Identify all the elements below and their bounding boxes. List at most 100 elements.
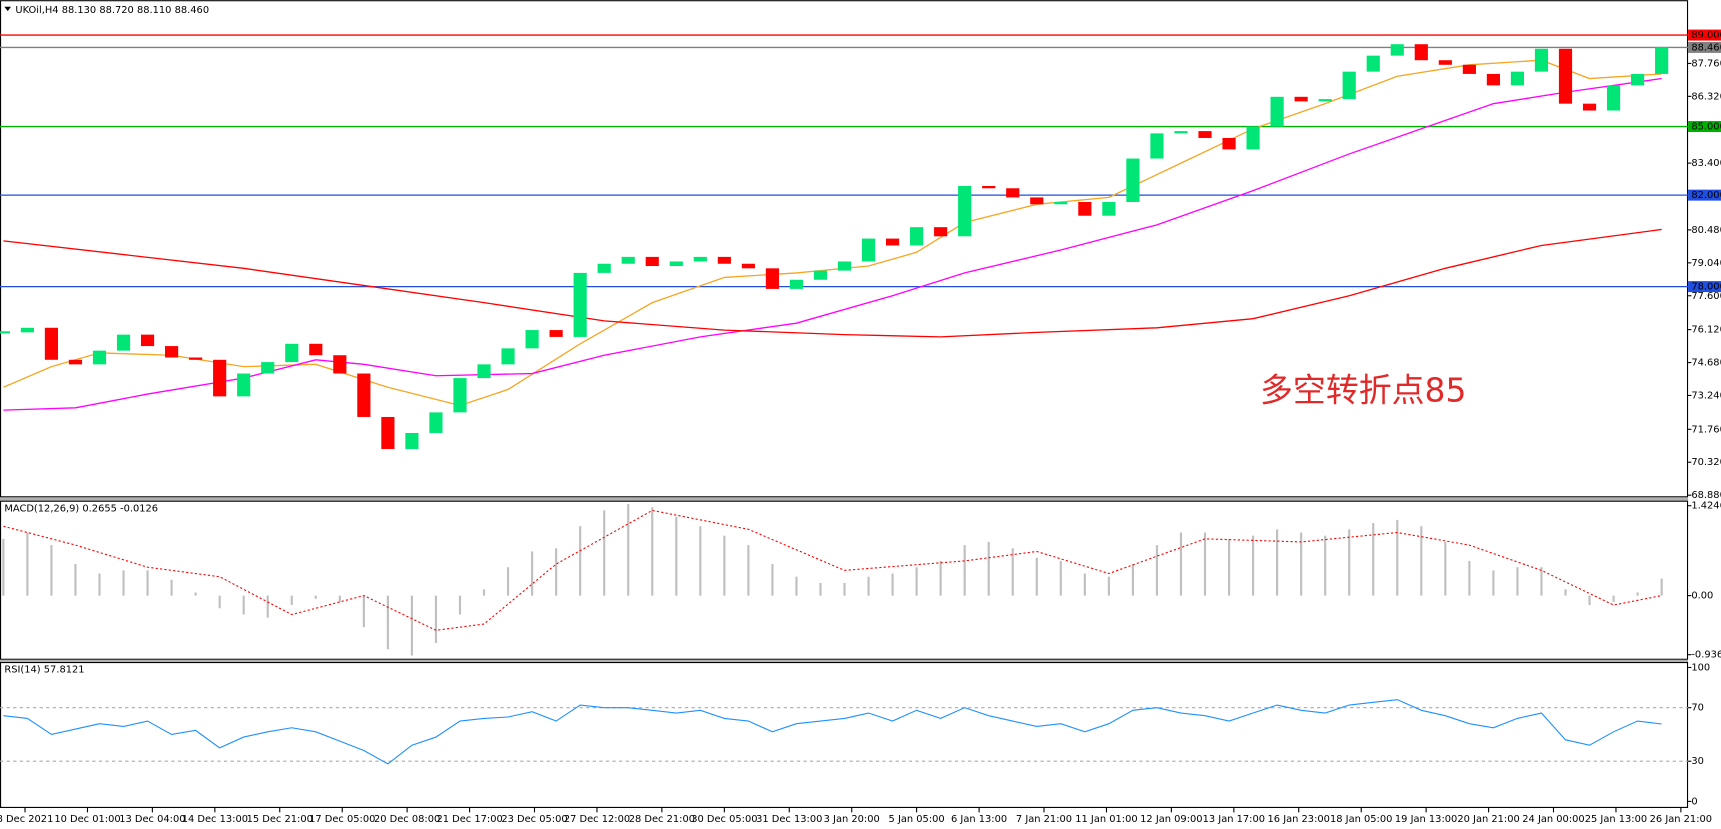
macd-bar [675,516,678,596]
macd-bar [1179,532,1183,596]
y-tick-label: 1.4246 [1691,501,1721,512]
macd-bar [362,595,365,628]
candle [1126,158,1140,202]
candle [693,256,707,262]
candle [1582,103,1597,111]
macd-bar [1516,567,1519,596]
chart-title: UKOil,H4 88.130 88.720 88.110 88.460 [15,5,209,16]
candle [1030,197,1044,205]
macd-title: MACD(12,26,9) 0.2655 -0.0126 [4,503,158,514]
x-tick-label: 7 Jan 21:00 [1016,814,1072,825]
rsi-title: RSI(14) 57.8121 [4,665,84,676]
macd-bar [699,526,702,596]
x-tick-label: 20 Dec 08:00 [374,814,440,825]
macd-bar [1588,595,1591,606]
candle [934,227,948,237]
x-tick-label: 12 Jan 09:00 [1140,814,1202,825]
candle [1606,85,1621,111]
macd-bar [1251,535,1255,596]
macd-bar [1540,567,1543,596]
main-panel-frame [0,0,1689,498]
x-tick-label: 6 Jan 13:00 [951,814,1007,825]
x-tick-label: 13 Dec 04:00 [119,814,185,825]
candle [405,432,419,449]
macd-bar [843,582,846,596]
macd-bar [314,595,317,599]
candle [357,373,371,417]
macd-bar [290,595,293,606]
candle [285,343,299,363]
y-tick-label: -0.9363 [1691,650,1721,661]
level-label: 78.000 [1691,282,1721,293]
candle [1270,96,1284,127]
macd-panel-frame [0,500,1689,660]
signal-line [3,509,1662,631]
x-tick-label: 30 Dec 05:00 [691,814,757,825]
macd-bar [1324,535,1327,596]
y-tick-label: 80.480 [1691,225,1721,236]
candle [477,364,491,379]
level-label: 89.000 [1691,30,1721,41]
x-tick-label: 14 Dec 13:00 [182,814,248,825]
macd-bar [603,510,606,596]
panel-separator [0,659,1689,663]
candle [1102,201,1116,216]
macd-bar [1276,529,1279,596]
candle [116,334,131,351]
macd-bar [1300,532,1303,596]
macd-bar [1107,576,1110,596]
candle [68,359,83,365]
candle [333,355,347,374]
y-tick-label: 70.320 [1691,457,1721,468]
x-tick-label: 27 Dec 12:00 [564,814,630,825]
candle [765,268,780,289]
candle [741,263,755,269]
level-label-bg [1688,121,1721,133]
macd-bar [915,567,918,596]
macd-bar [1612,595,1615,602]
macd-bar [1444,541,1447,596]
candle [885,238,900,246]
candle [1342,71,1356,100]
candle [958,185,972,237]
candle [92,350,107,365]
candle [1438,60,1452,65]
x-tick-label: 13 Jan 17:00 [1203,814,1265,825]
y-tick-label: 87.760 [1691,58,1721,69]
macd-bar [530,551,534,596]
candle [549,330,563,337]
macd-bar [122,570,125,596]
candle [597,263,611,273]
y-tick-label: 68.880 [1691,490,1721,501]
candle [1558,48,1573,104]
macd-bar [1059,560,1062,596]
y-tick-label: 77.600 [1691,291,1721,302]
candle [429,412,443,433]
candle [669,261,683,267]
y-tick-label: 76.120 [1691,325,1721,336]
x-tick-label: 16 Jan 23:00 [1268,814,1330,825]
macd-bar [194,592,197,596]
x-tick-label: 19 Jan 13:00 [1395,814,1457,825]
x-tick-label: 25 Jan 13:00 [1585,814,1647,825]
candle [20,327,34,333]
candle [1246,126,1260,150]
candle [1054,201,1068,205]
macd-bar [1420,526,1423,596]
candle [189,357,203,360]
macd-bar [2,538,5,596]
candle [789,279,804,289]
macd-bar [242,595,245,615]
macd-bar [939,560,942,596]
x-tick-label: 17 Dec 05:00 [309,814,375,825]
candle [381,416,395,449]
candle [1174,131,1188,134]
macd-bar [1396,519,1399,596]
candle [1150,133,1164,159]
candle [1414,44,1428,61]
panel-separator [0,497,1689,501]
y-tick-label: 0 [1691,796,1697,807]
x-tick-label: 10 Dec 01:00 [54,814,120,825]
